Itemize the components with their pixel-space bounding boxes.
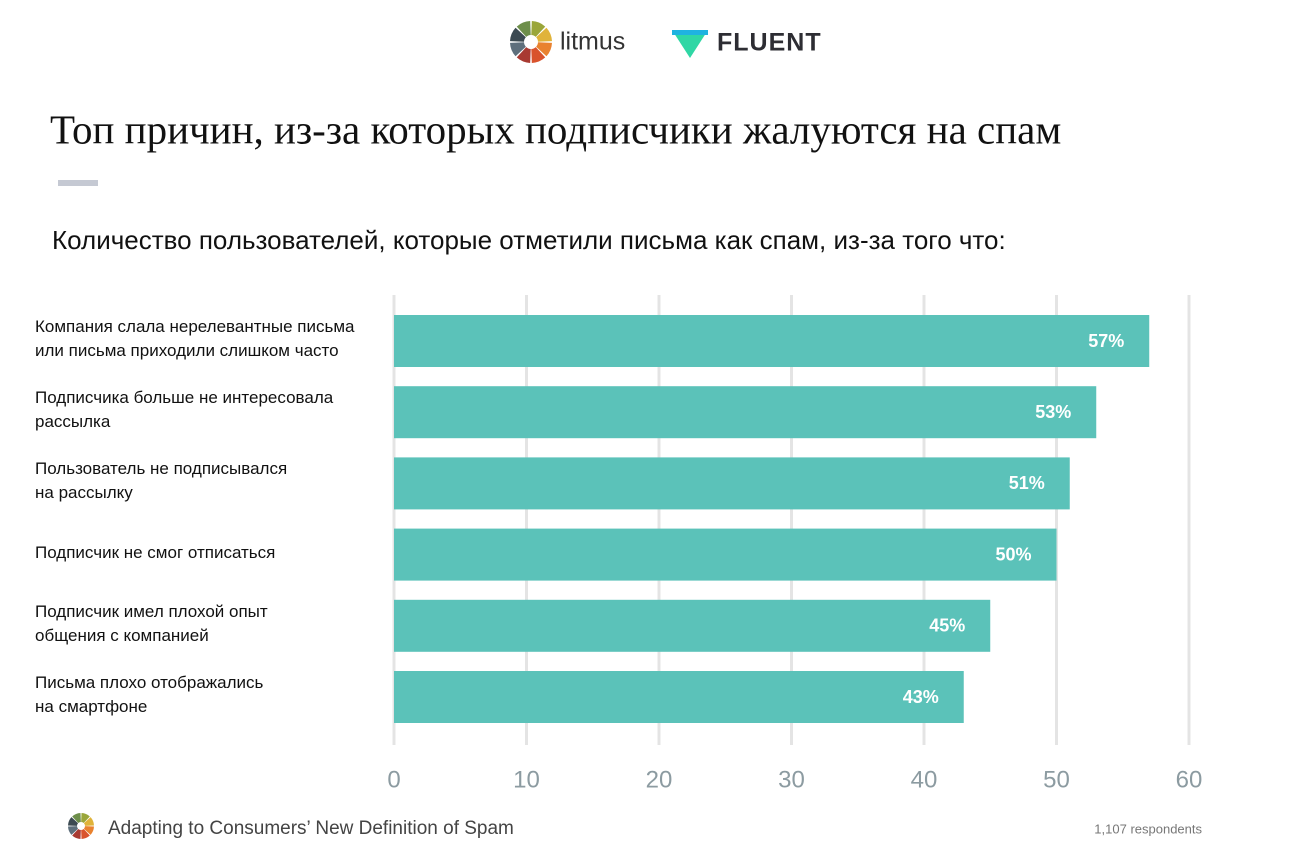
data-label: 53% xyxy=(1035,402,1071,422)
y-tick-label: Компания слала нерелевантные письма или … xyxy=(35,317,355,360)
footer-note: 1,107 respondents xyxy=(1094,821,1202,836)
wheel-segment xyxy=(68,817,79,826)
wheel-segment xyxy=(536,27,552,42)
x-tick-label: 20 xyxy=(646,766,673,793)
bar xyxy=(394,386,1097,439)
wheel-segment xyxy=(72,813,81,824)
footer-source: Adapting to Consumers’ New Definition of… xyxy=(108,818,514,839)
y-tick-label: Подписчик не смог отписаться xyxy=(35,542,276,562)
data-label: 43% xyxy=(903,687,939,707)
y-tick-label: Пользователь не подписывался на рассылку xyxy=(35,459,288,503)
y-tick-label: Письма плохо отображались на смартфоне xyxy=(35,673,264,716)
chart-title: Топ причин, из-за которых подписчики жал… xyxy=(50,106,1061,152)
x-tick-label: 30 xyxy=(778,766,805,793)
fluent-logo-icon xyxy=(672,30,708,58)
bar xyxy=(394,671,964,723)
litmus-logo: litmus xyxy=(560,28,625,56)
wheel-segment xyxy=(516,21,531,37)
wheel-segment xyxy=(510,27,526,42)
x-tick-label: 40 xyxy=(911,766,938,793)
wheel-segment xyxy=(531,47,546,63)
bar xyxy=(394,315,1150,367)
wheel-segment xyxy=(81,813,90,824)
bars: 57% 53% 51% 50% 45% 43% xyxy=(394,315,1150,723)
data-label: 57% xyxy=(1088,331,1124,351)
fluent-logo: FLUENT xyxy=(717,29,822,57)
x-tick-label: 60 xyxy=(1176,766,1203,793)
data-label: 45% xyxy=(929,616,965,636)
wheel-segment xyxy=(516,47,531,63)
litmus-logo-icon xyxy=(510,21,552,63)
wheel-segment xyxy=(510,42,526,57)
fluent-logo-stripe xyxy=(672,30,708,35)
data-label: 50% xyxy=(995,544,1031,564)
wheel-segment xyxy=(536,42,552,57)
x-tick-label: 50 xyxy=(1043,766,1070,793)
x-tick-label: 10 xyxy=(513,766,540,793)
footer-logo-icon xyxy=(68,813,94,839)
y-tick-label: Подписчика больше не интересовала рассыл… xyxy=(35,388,334,432)
bar xyxy=(394,457,1070,510)
chart-subtitle: Количество пользователей, которые отмети… xyxy=(52,225,1006,255)
wheel-segment xyxy=(531,21,546,37)
title-underline xyxy=(58,180,98,186)
wheel-segment xyxy=(83,826,94,835)
wheel-segment xyxy=(72,828,81,839)
y-tick-label: Подписчик имел плохой опыт общения с ком… xyxy=(35,601,268,645)
data-label: 51% xyxy=(1009,473,1045,493)
bar xyxy=(394,599,991,652)
wheel-segment xyxy=(83,817,94,826)
wheel-segment xyxy=(81,828,90,839)
grid: 0 10 20 30 40 50 60 xyxy=(387,295,1202,793)
x-tick-label: 0 xyxy=(387,766,400,793)
bar xyxy=(394,528,1057,581)
wheel-segment xyxy=(68,826,79,835)
